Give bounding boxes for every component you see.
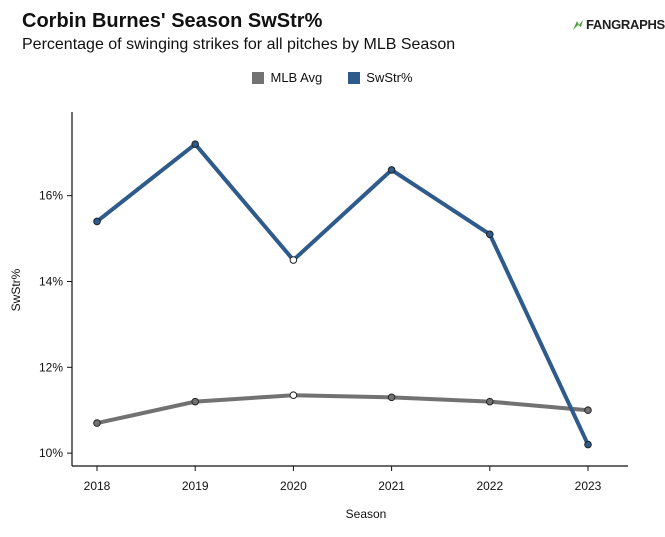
data-point-mlb-avg (387, 393, 396, 402)
y-tick-label: 10% (39, 446, 63, 460)
x-tick-label: 2022 (476, 479, 503, 493)
data-point-swstr (387, 166, 396, 174)
x-axis-ticks: 2018 2019 2020 2021 2022 2023 (84, 466, 602, 493)
legend-swatch-swstr (348, 71, 361, 84)
data-point-swstr (584, 440, 592, 449)
data-point-mlb-avg (289, 391, 298, 400)
series-line-swstr (95, 142, 590, 447)
y-tick-label: 14% (39, 274, 63, 288)
data-point-mlb-avg (191, 397, 199, 406)
y-axis-ticks: 10% 12% 14% 16% (39, 189, 72, 460)
data-point-swstr (93, 217, 101, 226)
x-tick-label: 2023 (575, 479, 602, 493)
legend-item-swstr[interactable]: SwStr% (348, 70, 413, 85)
x-tick-label: 2021 (378, 479, 405, 493)
data-point-mlb-avg (93, 419, 101, 427)
data-point-swstr (289, 256, 298, 264)
legend-label-mlb-avg: MLB Avg (270, 70, 323, 85)
fangraphs-logo-text: FANGRAPHS (586, 17, 665, 32)
x-tick-label: 2019 (182, 479, 209, 493)
y-tick-label: 16% (39, 189, 63, 203)
x-tick-label: 2020 (280, 479, 307, 493)
y-axis-title: SwStr% (9, 268, 23, 311)
x-axis-title: Season (346, 507, 387, 521)
data-point-swstr (486, 230, 494, 239)
legend-swatch-mlb-avg (252, 71, 265, 84)
x-tick-label: 2018 (84, 479, 111, 493)
data-point-mlb-avg (486, 397, 494, 406)
chart-subtitle: Percentage of swinging strikes for all p… (22, 36, 456, 53)
chart-title: Corbin Burnes' Season SwStr% (22, 10, 323, 32)
series-layer (93, 140, 592, 449)
series-line-mlb-avg (95, 393, 590, 426)
fangraphs-leaf-icon (573, 19, 583, 30)
legend-label-swstr: SwStr% (366, 70, 413, 85)
fangraphs-logo: FANGRAPHS (572, 17, 665, 32)
data-point-mlb-avg (584, 406, 592, 415)
legend-item-mlb-avg[interactable]: MLB Avg (252, 70, 322, 85)
y-tick-label: 12% (39, 360, 63, 374)
legend: MLB Avg SwStr% (0, 70, 665, 85)
data-point-swstr (191, 140, 199, 148)
